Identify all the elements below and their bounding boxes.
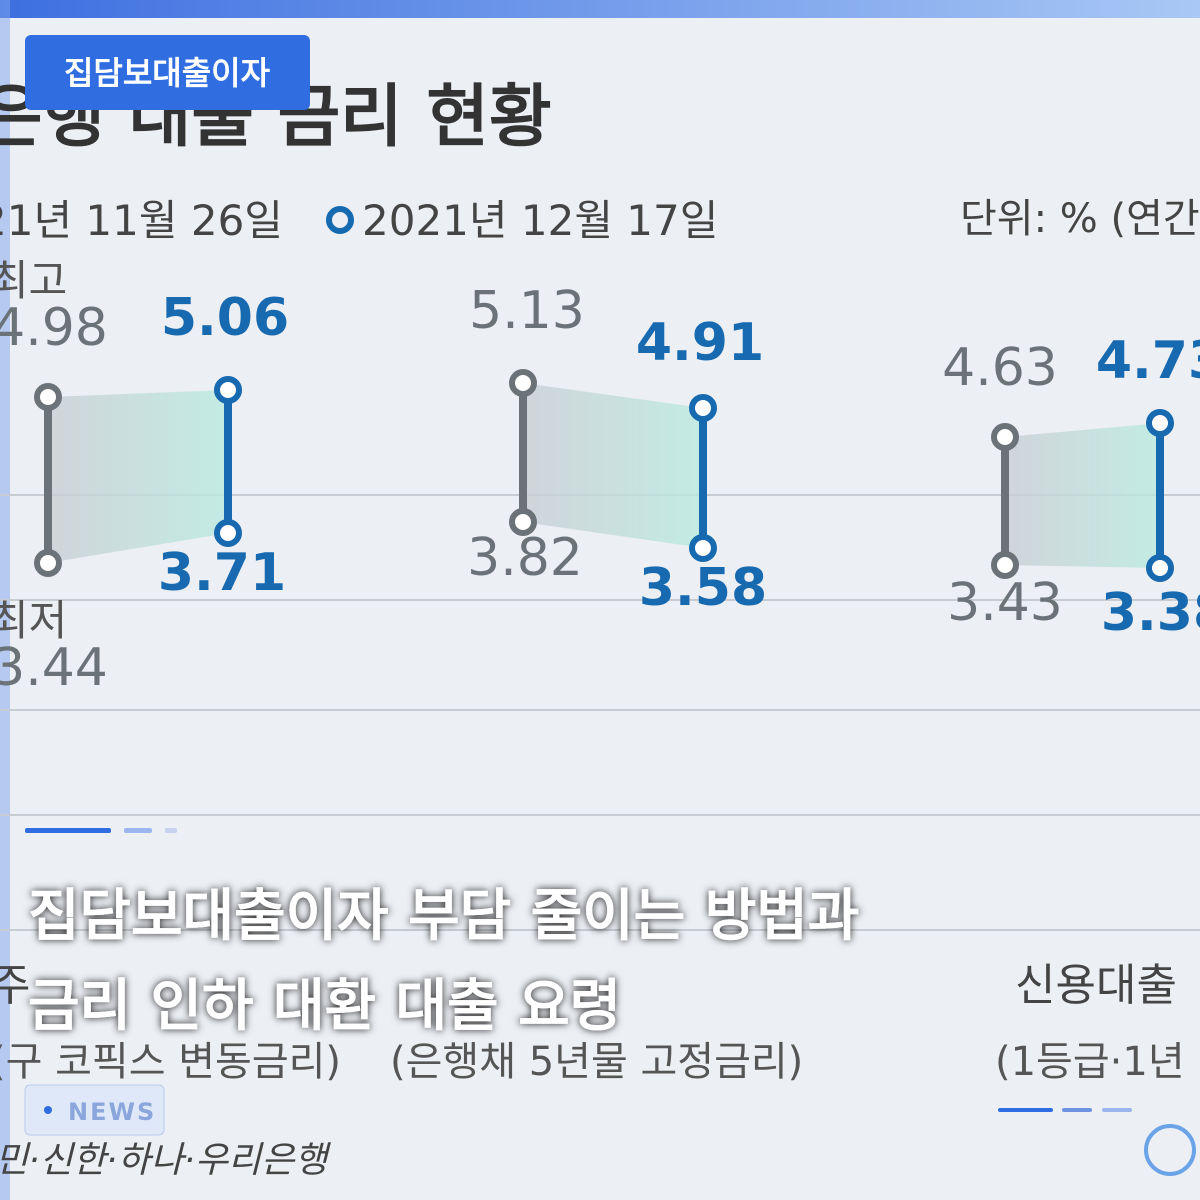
caption: (구 코픽스 변동금리) xyxy=(0,1039,341,1085)
tag: 집담보대출이자 xyxy=(64,54,271,92)
value-label: 3.71 xyxy=(158,543,286,603)
legend-marker xyxy=(326,206,354,234)
value-label: 3.38 xyxy=(1101,583,1200,643)
headline: 금리 인하 대환 대출 요령 xyxy=(28,974,621,1039)
value-label: 4.63 xyxy=(942,338,1058,398)
dot xyxy=(509,508,537,536)
shade xyxy=(48,390,228,563)
dot xyxy=(689,394,717,422)
dot xyxy=(1146,554,1174,582)
value-label: 5.06 xyxy=(161,288,289,348)
badge: NEWS xyxy=(68,1098,156,1126)
category: 신용대출 xyxy=(1015,960,1177,1011)
value-label: 3.82 xyxy=(467,528,583,588)
shade xyxy=(523,383,703,548)
legend-after: 2021년 12월 17일 xyxy=(362,196,718,245)
caption: (은행채 5년물 고정금리) xyxy=(390,1039,803,1085)
source: 민·신한·하나·우리은행 xyxy=(0,1140,331,1181)
dot xyxy=(34,549,62,577)
shade xyxy=(1005,423,1160,568)
category: 주 xyxy=(0,960,30,1011)
dot xyxy=(214,376,242,404)
dot xyxy=(991,551,1019,579)
caption: (1등급·1년 xyxy=(995,1039,1185,1085)
dot xyxy=(689,534,717,562)
dot xyxy=(509,369,537,397)
indicator xyxy=(25,828,111,833)
value-label: 3.58 xyxy=(639,558,767,618)
badge-dot xyxy=(44,1106,52,1114)
unit: 단위: % (연간 xyxy=(960,196,1200,242)
high-label: 최고 xyxy=(0,256,67,305)
indicator xyxy=(1062,1108,1092,1112)
logo xyxy=(1144,1124,1196,1176)
dot xyxy=(34,383,62,411)
value-label: 5.13 xyxy=(469,281,585,341)
headline: 집담보대출이자 부담 줄이는 방법과 xyxy=(28,884,859,949)
indicator xyxy=(124,828,152,833)
top-bar xyxy=(0,0,1200,18)
legend-before: 21년 11월 26일 xyxy=(0,196,283,245)
dot xyxy=(991,423,1019,451)
tag-box xyxy=(25,35,310,110)
value-label: 4.98 xyxy=(0,298,108,358)
indicator xyxy=(1102,1108,1132,1112)
dot xyxy=(1146,409,1174,437)
value-label: 4.73 xyxy=(1096,331,1200,391)
value-label: 3.44 xyxy=(0,638,108,698)
badge-box xyxy=(24,1084,165,1136)
low-label: 최저 xyxy=(0,596,67,645)
value-label: 3.43 xyxy=(947,573,1063,633)
value-label: 4.91 xyxy=(636,313,764,373)
dot xyxy=(214,519,242,547)
indicator xyxy=(165,828,177,833)
indicator xyxy=(998,1108,1053,1112)
